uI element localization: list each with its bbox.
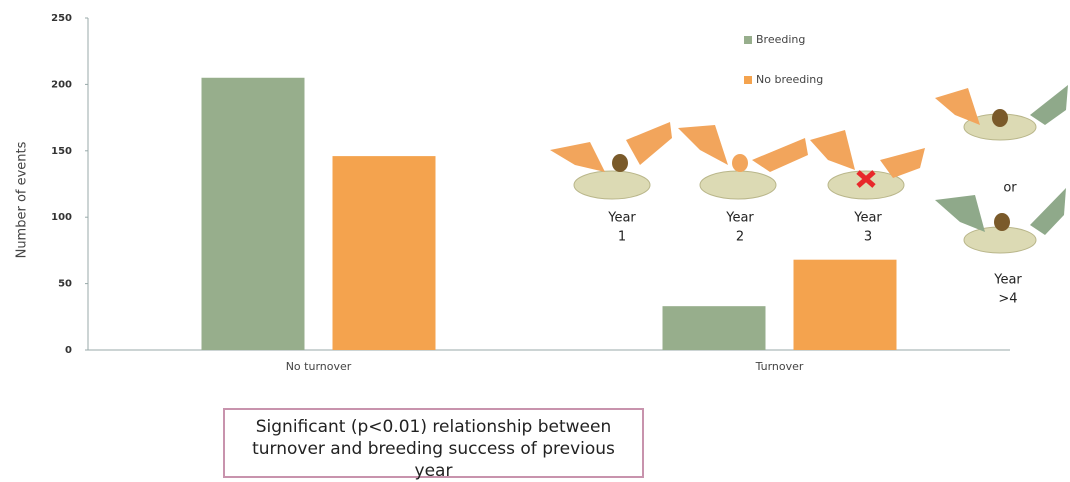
legend-swatch xyxy=(744,36,752,44)
x-tick-label: Turnover xyxy=(755,360,804,373)
chart: Number of events xyxy=(15,13,1068,373)
bar xyxy=(793,259,897,350)
annotation: Year xyxy=(853,211,882,226)
annotation: 1 xyxy=(618,230,626,245)
y-axis-label: Number of events xyxy=(15,141,30,258)
y-tick-label: 100 xyxy=(51,212,72,223)
y-tick-label: 150 xyxy=(51,146,72,157)
note-box: Significant (p<0.01) relationship betwee… xyxy=(223,408,644,481)
bar xyxy=(332,156,436,350)
x-tick-label: No turnover xyxy=(286,360,352,373)
y-tick-label: 50 xyxy=(58,279,72,290)
annotation: Year xyxy=(993,273,1022,288)
annotation: or xyxy=(1003,181,1017,196)
illustration xyxy=(550,85,1068,254)
y-tick-label: 250 xyxy=(51,13,72,24)
page: {"chart_data": {"type": "bar", "y_label"… xyxy=(14,13,1068,481)
annotation: 3 xyxy=(864,230,872,245)
bar xyxy=(201,77,305,350)
legend-label: Breeding xyxy=(756,33,805,46)
legend-swatch xyxy=(744,76,752,84)
legend-label: No breeding xyxy=(756,73,823,86)
y-tick-label: 0 xyxy=(65,345,72,356)
annotation: 2 xyxy=(736,230,744,245)
annotation: >4 xyxy=(998,292,1017,307)
annotation: Year xyxy=(725,211,754,226)
y-tick-label: 200 xyxy=(51,79,72,90)
annotation: Year xyxy=(607,211,636,226)
bar xyxy=(662,306,766,350)
